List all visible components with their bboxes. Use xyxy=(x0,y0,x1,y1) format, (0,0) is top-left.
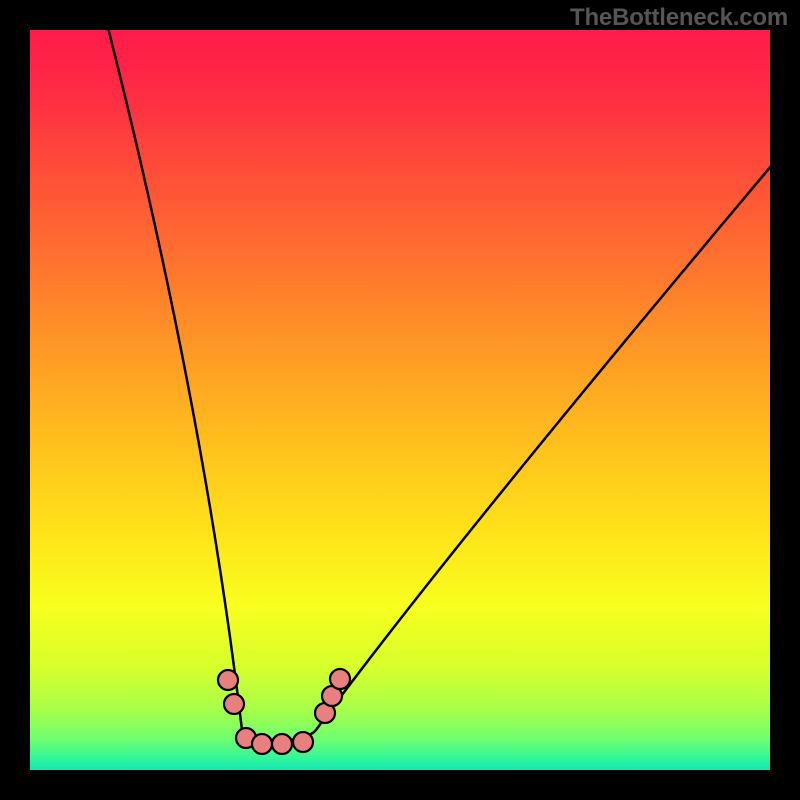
curve-marker xyxy=(252,734,272,754)
curve-marker xyxy=(293,732,313,752)
curve-marker xyxy=(218,670,238,690)
chart-stage: { "canvas": { "width": 800, "height": 80… xyxy=(0,0,800,800)
watermark-label: TheBottleneck.com xyxy=(570,4,788,32)
curve-marker xyxy=(224,694,244,714)
bottleneck-chart xyxy=(0,0,800,800)
curve-marker xyxy=(330,669,350,689)
curve-marker xyxy=(272,734,292,754)
gradient-plot-area xyxy=(30,30,770,770)
